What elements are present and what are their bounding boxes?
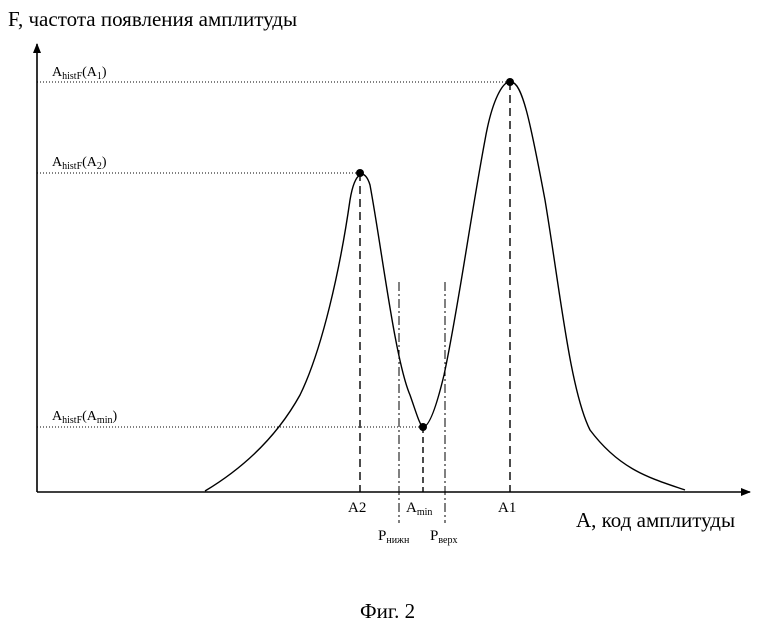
- level-label-amin: AhistF(Amin): [52, 409, 117, 426]
- y-axis-label: F, частота появления амплитуды: [8, 7, 297, 31]
- figure-caption: Фиг. 2: [360, 599, 415, 623]
- level-label-a2: AhistF(A2): [52, 155, 107, 172]
- x-label-amin: Amin: [406, 500, 432, 518]
- x-label-p-high: Pверх: [430, 528, 457, 546]
- x-label-p-low: Pнижн: [378, 528, 410, 546]
- x-label-a1: A1: [498, 500, 516, 516]
- x-label-a2: A2: [348, 500, 366, 516]
- x-axis-label: A, код амплитуды: [576, 508, 735, 532]
- level-label-a1: AhistF(A1): [52, 65, 107, 82]
